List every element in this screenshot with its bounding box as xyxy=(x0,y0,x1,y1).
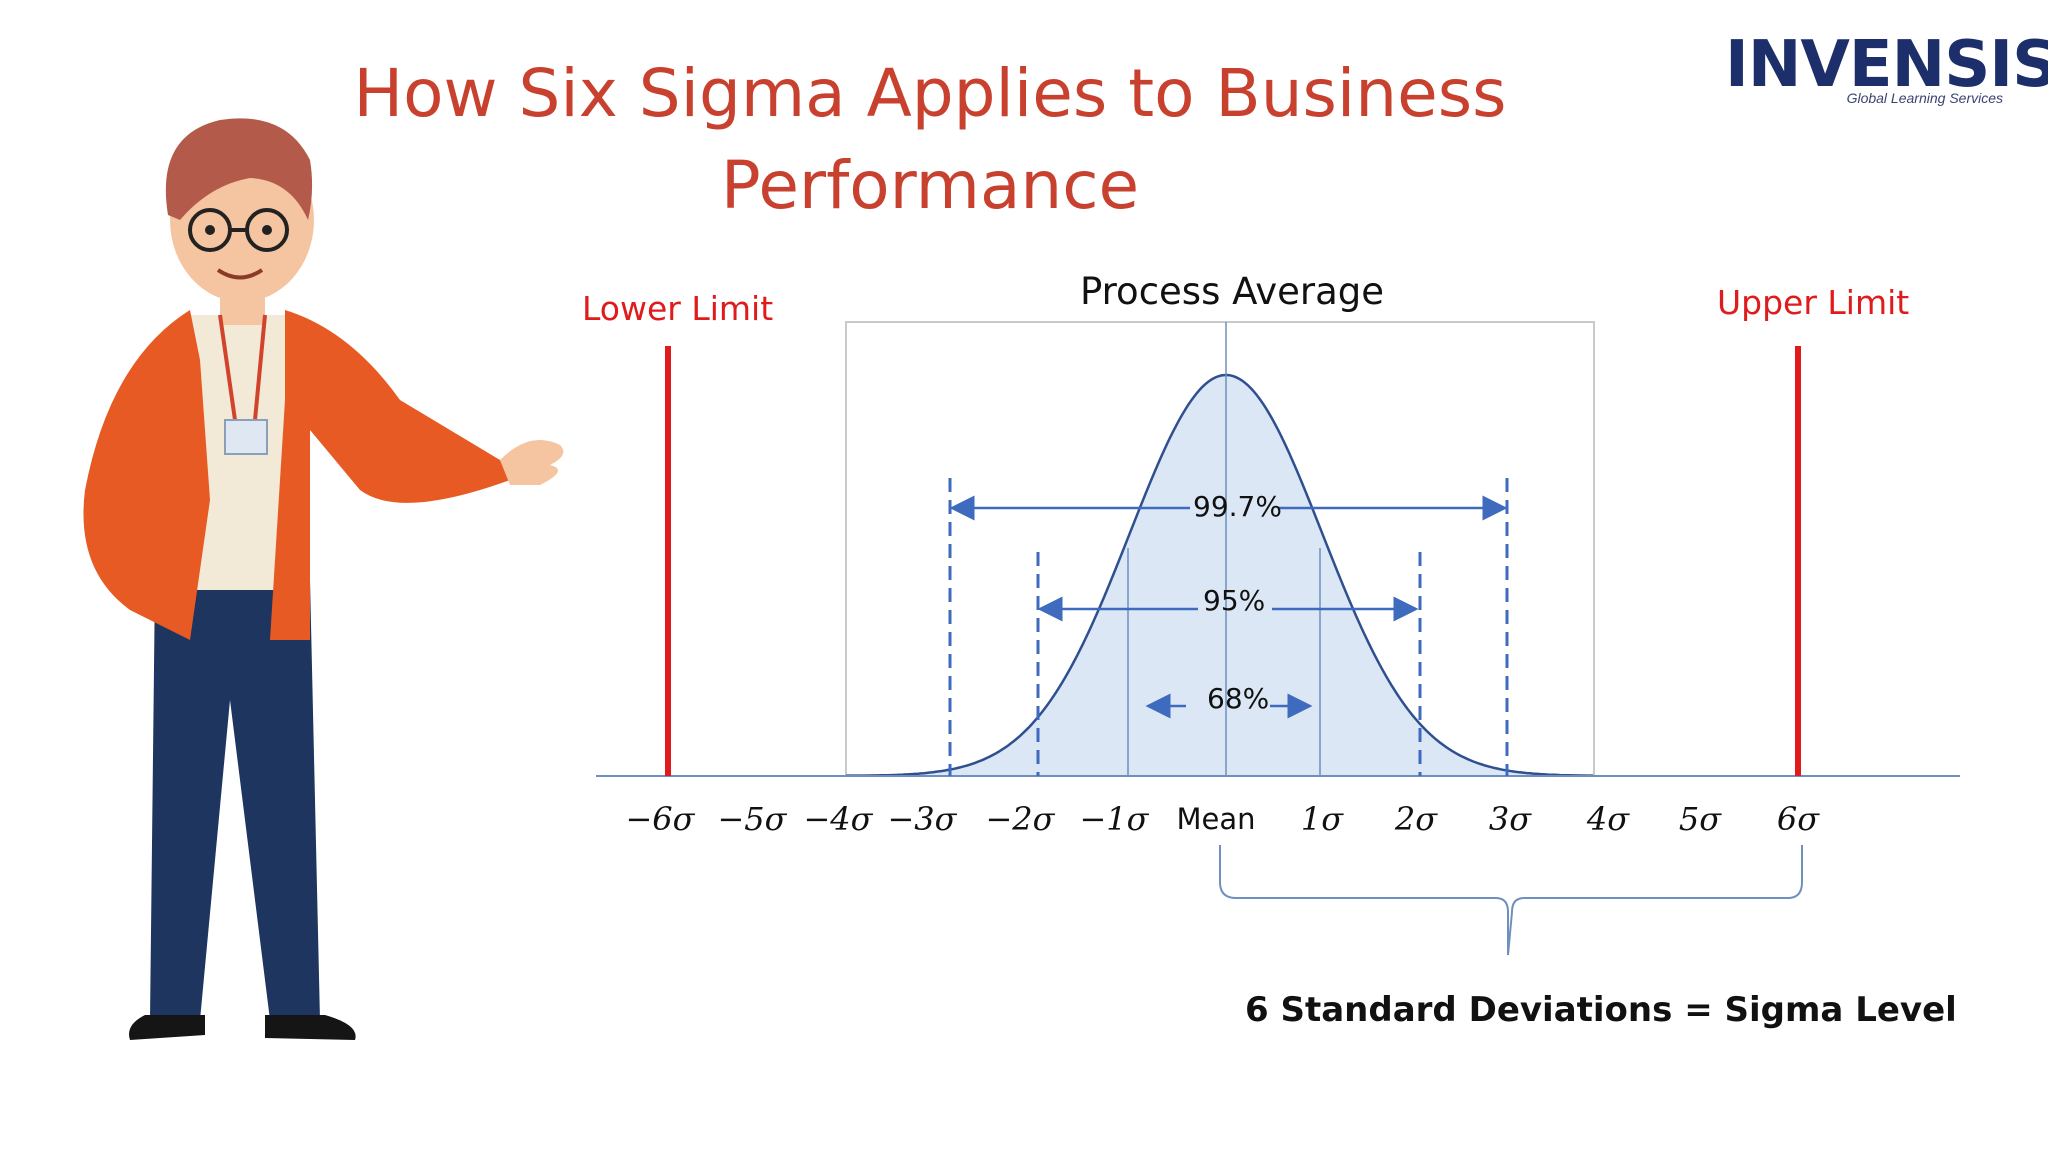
x-tick-label: −1σ xyxy=(1079,800,1149,838)
pct-95-label: 95% xyxy=(1203,584,1266,617)
left-shoe xyxy=(129,1015,205,1040)
title-line-2: Performance xyxy=(720,147,1140,224)
sigma-level-brace xyxy=(1219,845,1803,956)
trousers xyxy=(150,580,320,1020)
x-tick-label: −4σ xyxy=(803,800,873,838)
x-tick-label: 3σ xyxy=(1488,800,1532,838)
pct-68-label: 68% xyxy=(1207,682,1270,715)
x-tick-label: −5σ xyxy=(717,800,787,838)
invensis-logo: INVENSIS Global Learning Services xyxy=(1725,28,2048,108)
x-tick-label: 6σ xyxy=(1776,800,1820,838)
lower-limit-label: Lower Limit xyxy=(582,289,774,328)
x-tick-label: Mean xyxy=(1176,802,1256,836)
jacket-right xyxy=(270,310,510,640)
distribution-area xyxy=(846,375,1594,776)
page-title: How Six Sigma Applies to Business Perfor… xyxy=(330,48,1530,232)
logo-wordmark: INVENSIS xyxy=(1725,28,2048,102)
id-badge xyxy=(224,419,268,455)
pct-997-label: 99.7% xyxy=(1193,490,1282,523)
hair xyxy=(165,118,313,220)
process-average-label: Process Average xyxy=(1080,270,1385,313)
hand xyxy=(500,440,564,485)
title-line-1: How Six Sigma Applies to Business xyxy=(353,55,1507,132)
right-shoe xyxy=(265,1015,356,1040)
x-tick-label: −3σ xyxy=(887,800,957,838)
logo-tagline: Global Learning Services xyxy=(1846,90,2003,106)
x-tick-label: 1σ xyxy=(1300,800,1344,838)
x-tick-label: 4σ xyxy=(1586,800,1630,838)
x-tick-label: 2σ xyxy=(1394,800,1438,838)
x-tick-label: 5σ xyxy=(1678,800,1722,838)
x-tick-label: −2σ xyxy=(985,800,1055,838)
sigma-level-label: 6 Standard Deviations = Sigma Level xyxy=(1245,990,1957,1030)
jacket-left xyxy=(83,310,210,640)
distribution-curve xyxy=(846,373,1593,778)
x-tick-label: −6σ xyxy=(625,800,695,838)
upper-limit-label: Upper Limit xyxy=(1717,283,1910,322)
presenter-illustration xyxy=(83,118,564,1040)
